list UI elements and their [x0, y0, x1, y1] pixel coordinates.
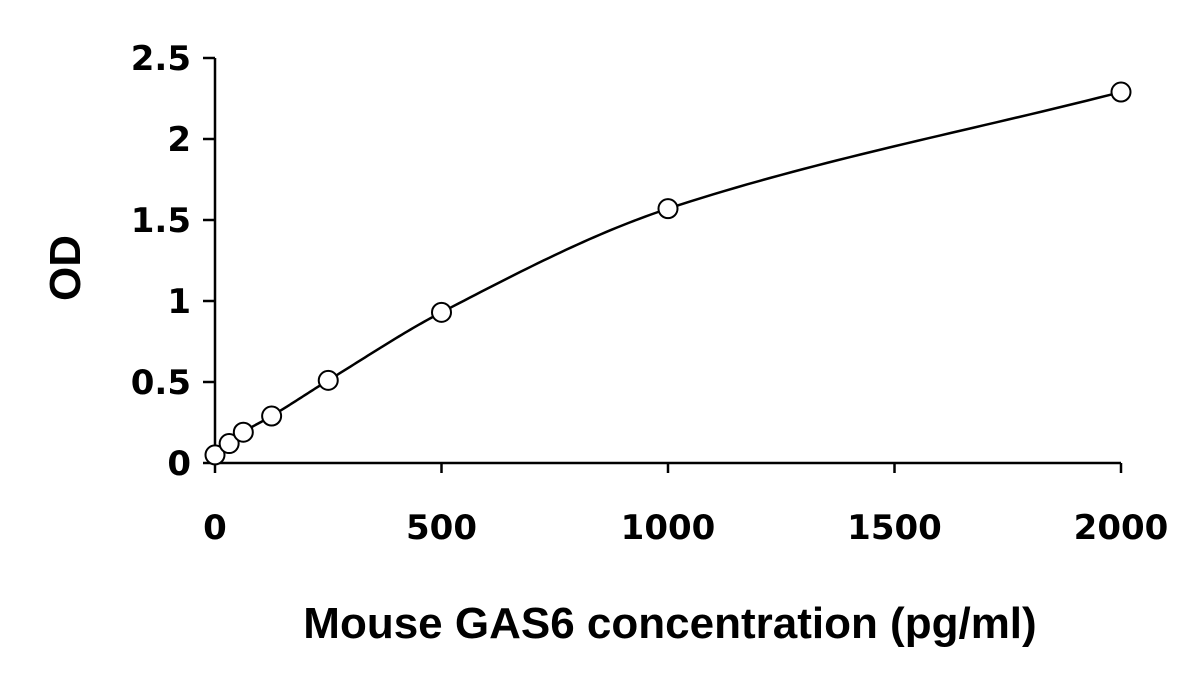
y-tick-label: 2: [167, 120, 191, 160]
data-point: [431, 301, 452, 323]
data-point: [218, 433, 240, 455]
y-tick-label: 2.5: [131, 39, 191, 79]
y-ticks: 0 0.5 1 1.5 2 2.5: [131, 39, 215, 484]
y-axis-title: OD: [41, 235, 90, 301]
axes: [213, 58, 1121, 465]
data-point: [657, 198, 679, 220]
x-tick-label: 0: [203, 508, 227, 548]
data-points: [204, 81, 1132, 466]
y-tick-label: 0: [167, 444, 191, 484]
data-point: [1110, 81, 1132, 103]
x-ticks: 0 500 1000 1500 2000: [203, 463, 1168, 548]
data-point: [261, 405, 283, 427]
x-tick-label: 1500: [847, 508, 942, 548]
y-tick-label: 0.5: [131, 363, 191, 403]
data-point: [204, 444, 226, 466]
y-tick-label: 1.5: [131, 201, 191, 241]
y-tick-label: 1: [167, 282, 191, 322]
data-point: [317, 369, 339, 391]
data-point: [232, 421, 254, 443]
x-tick-label: 1000: [621, 508, 716, 548]
x-axis-title: Mouse GAS6 concentration (pg/ml): [303, 599, 1036, 648]
fit-curve: [214, 90, 1122, 456]
x-tick-label: 2000: [1074, 508, 1169, 548]
x-tick-label: 500: [406, 508, 477, 548]
